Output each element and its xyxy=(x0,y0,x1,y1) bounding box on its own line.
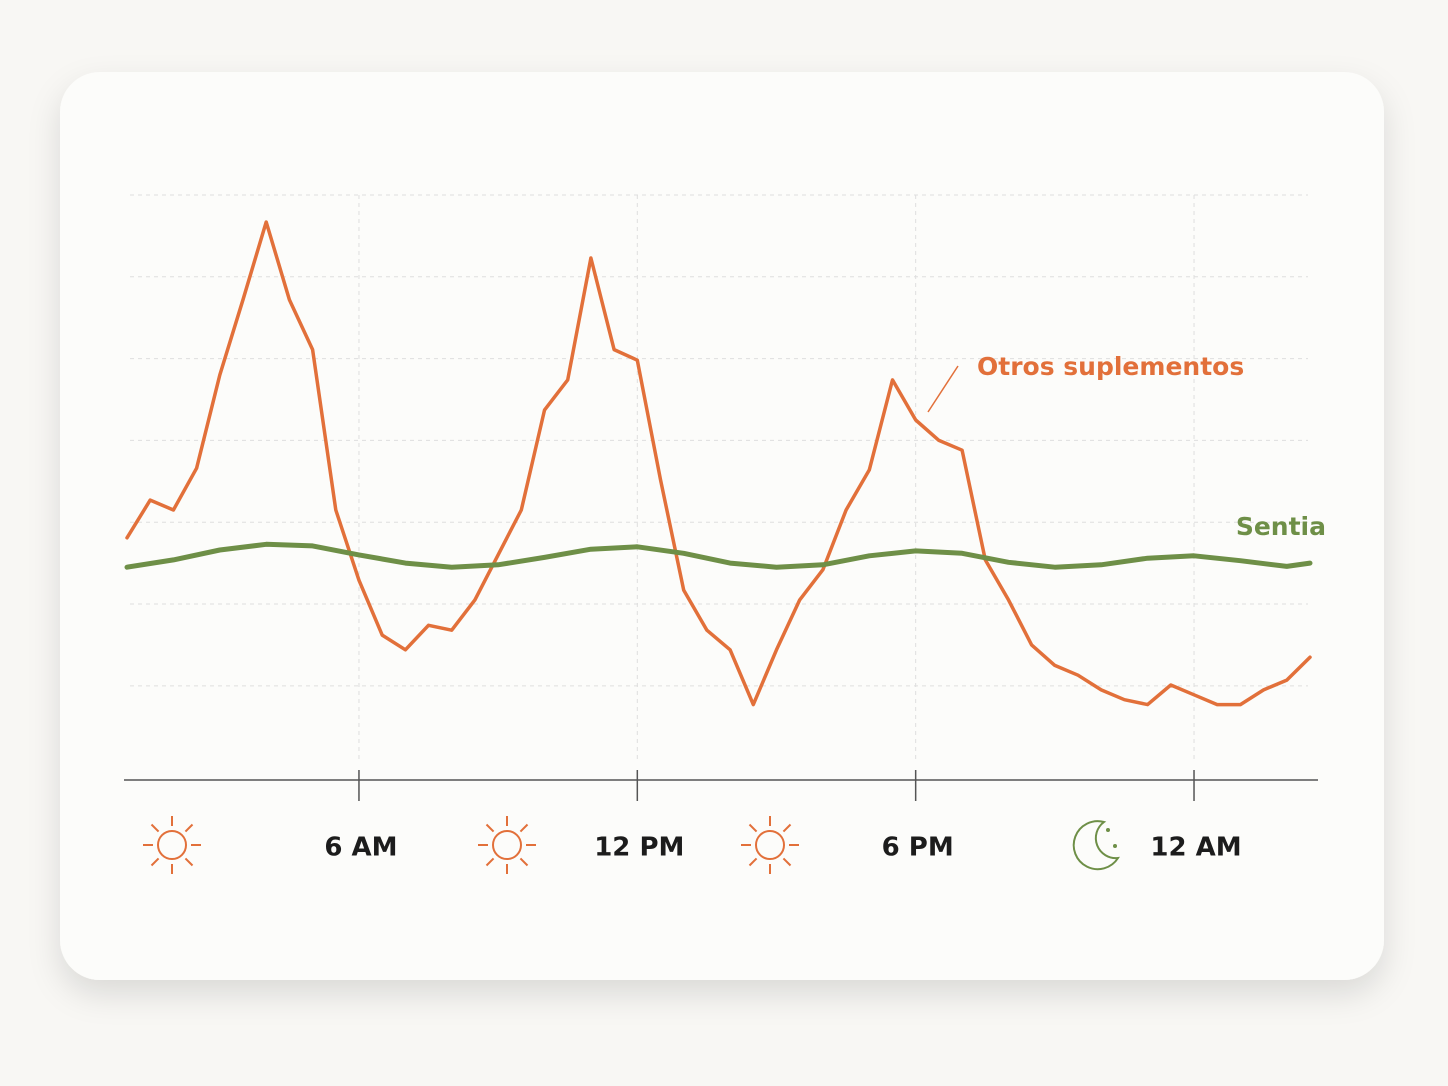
series-label: Otros suplementos xyxy=(977,352,1244,381)
label-leader xyxy=(927,365,959,413)
series-line xyxy=(124,541,1313,570)
sun-ray xyxy=(485,823,495,833)
stars-icon xyxy=(1106,828,1117,848)
sun-ray xyxy=(748,857,758,867)
series-label: Sentia xyxy=(1236,512,1326,541)
sun-ray xyxy=(782,857,792,867)
plot: Otros suplementos Sentia xyxy=(124,220,1326,707)
x-tick-label: 12 AM xyxy=(1150,833,1241,863)
moon-icon xyxy=(1072,820,1120,871)
sun-ray xyxy=(748,823,758,833)
sun-ray xyxy=(150,857,160,867)
sun-ray xyxy=(184,823,194,833)
sun-ray xyxy=(150,823,160,833)
sun-ray xyxy=(519,823,529,833)
sun-ray xyxy=(782,823,792,833)
sun-rays xyxy=(143,816,799,874)
sun-ray xyxy=(519,857,529,867)
x-tick-label: 6 AM xyxy=(324,833,397,863)
sun-icon xyxy=(157,830,785,860)
x-tick-label: 12 PM xyxy=(594,833,684,863)
series-line xyxy=(125,220,1312,707)
card xyxy=(60,72,1384,980)
grid: 6 AM 12 PM 6 PM 12 AM xyxy=(124,194,1318,863)
x-tick-label: 6 PM xyxy=(882,833,954,863)
sun-ray xyxy=(485,857,495,867)
sun-ray xyxy=(184,857,194,867)
